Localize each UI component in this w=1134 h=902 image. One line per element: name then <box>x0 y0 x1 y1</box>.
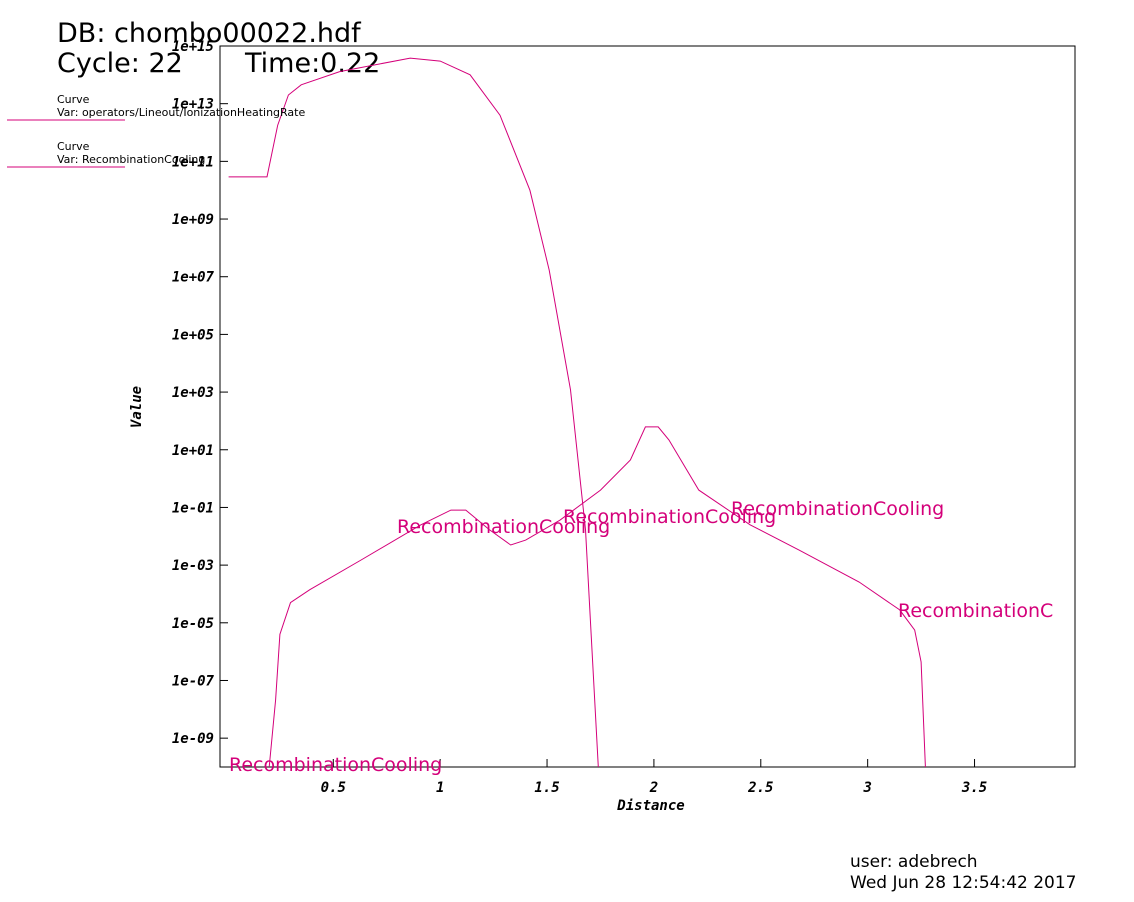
y-tick-label: 1e+13 <box>172 97 214 113</box>
cycle: Cycle: 22 <box>57 48 183 79</box>
y-axis-label: Value <box>129 386 145 428</box>
x-tick-label: 3.5 <box>961 780 987 796</box>
y-tick-label: 1e-01 <box>172 500 214 516</box>
y-tick-label: 1e+05 <box>172 327 214 343</box>
legend-label: Curve <box>57 140 90 153</box>
y-tick-label: 1e-09 <box>172 731 214 747</box>
y-tick-label: 1e+07 <box>172 270 215 286</box>
x-axis-label: Distance <box>616 798 684 814</box>
y-tick-label: 1e+03 <box>172 385 214 401</box>
y-tick-label: 1e+01 <box>172 443 214 459</box>
x-tick-label: 1 <box>436 780 444 796</box>
legend-label: Curve <box>57 93 90 106</box>
y-tick-label: 1e-07 <box>172 673 215 689</box>
curve-label: RecombinationC <box>898 600 1053 622</box>
curve <box>228 57 599 768</box>
x-tick-label: 0.5 <box>321 780 346 796</box>
y-tick-label: 1e+11 <box>172 154 214 170</box>
plot-frame <box>219 45 1076 768</box>
curve-label: RecombinationCooling <box>731 498 944 520</box>
x-tick-label: 2.5 <box>747 780 773 796</box>
user: user: adebrech <box>850 852 978 872</box>
date: Wed Jun 28 12:54:42 2017 <box>850 873 1077 893</box>
y-tick-label: 1e+15 <box>172 39 214 55</box>
x-tick-label: 3 <box>862 780 871 796</box>
time: Time:0.22 <box>244 48 380 79</box>
legend-entry: Var: operators/Lineout/IonizationHeating… <box>57 106 305 119</box>
curve <box>268 426 926 768</box>
curve-label: RecombinationCooling <box>397 516 610 538</box>
x-tick-label: 2 <box>649 780 658 796</box>
y-tick-label: 1e-03 <box>172 558 214 574</box>
legend-entry: Var: RecombinationCooling <box>57 153 205 166</box>
curve-label: RecombinationCooling <box>563 506 776 528</box>
y-tick-label: 1e-05 <box>172 616 214 632</box>
chart-title: DB: chombo00022.hdf <box>57 18 362 49</box>
curve-label: RecombinationCooling <box>229 754 442 776</box>
y-tick-label: 1e+09 <box>172 212 214 228</box>
x-tick-label: 1.5 <box>534 780 559 796</box>
